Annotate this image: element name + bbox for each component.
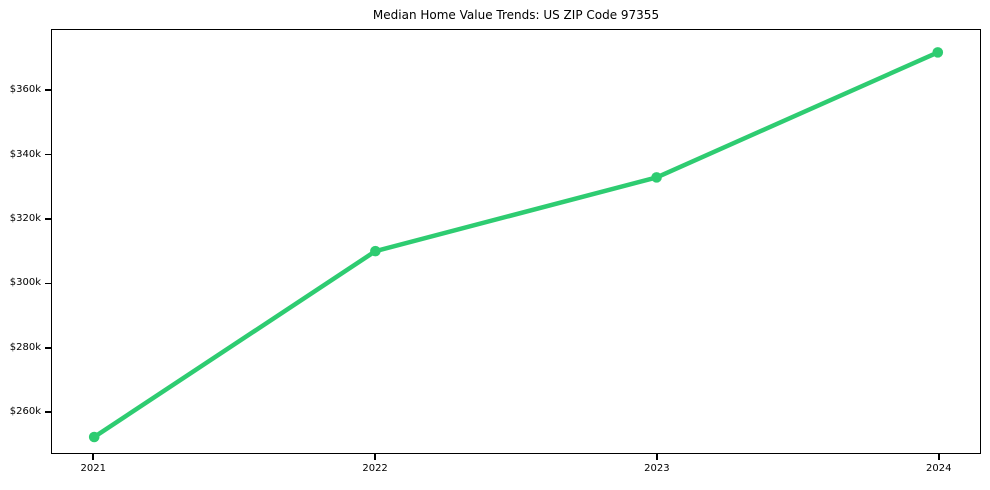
data-point-marker-2023 xyxy=(651,172,662,183)
x-axis-tick-label: 2021 xyxy=(80,463,106,474)
y-axis-tick-label: $300k xyxy=(9,277,41,289)
series-line-0 xyxy=(91,50,941,440)
line-chart-svg xyxy=(88,47,944,443)
x-axis-tick-mark xyxy=(92,454,95,460)
y-axis-tick-label: $340k xyxy=(9,148,41,160)
x-axis-tick-mark xyxy=(937,454,940,460)
x-axis-tick-label: 2023 xyxy=(644,463,670,474)
x-axis-tick-label: 2022 xyxy=(362,463,388,474)
plot-area xyxy=(51,29,981,454)
y-axis-tick-label: $260k xyxy=(9,406,41,418)
x-axis-tick-mark xyxy=(374,454,376,460)
data-point-marker-2024 xyxy=(932,47,944,58)
data-point-marker-2022 xyxy=(370,245,381,257)
x-axis-tick-mark xyxy=(656,454,658,460)
y-axis-tick-label: $280k xyxy=(9,341,41,353)
y-axis-tick-label: $320k xyxy=(9,212,41,224)
x-axis-tick-label: 2024 xyxy=(925,463,952,474)
chart-title: Median Home Value Trends: US ZIP Code 97… xyxy=(372,8,660,22)
y-axis-tick-label: $360k xyxy=(9,84,41,96)
data-point-marker-2021 xyxy=(88,431,100,443)
